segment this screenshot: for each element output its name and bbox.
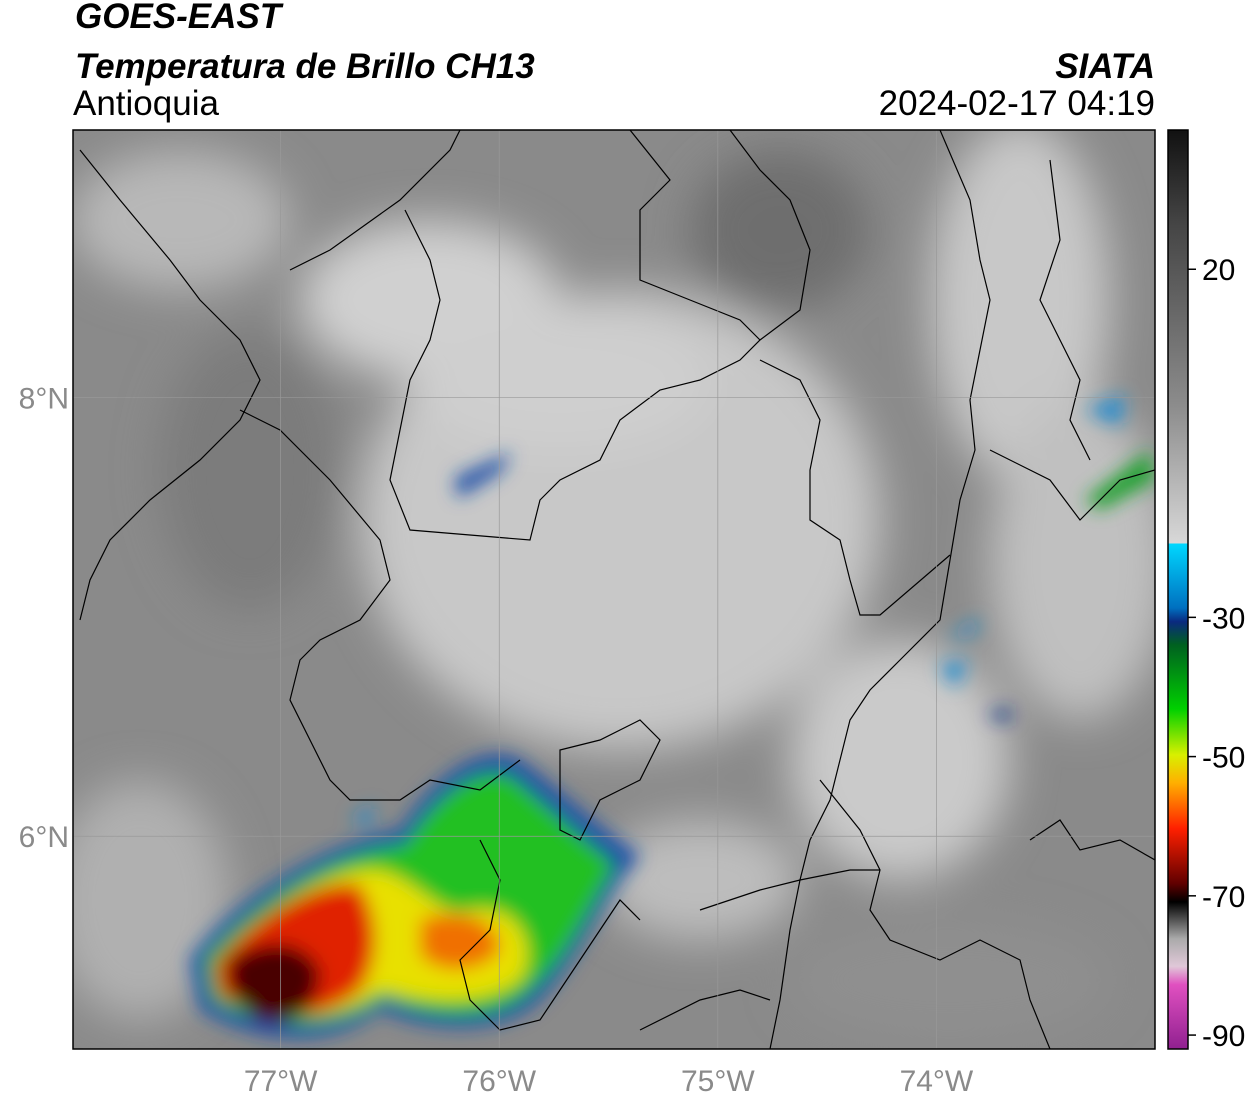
map-frame [72, 129, 1156, 1050]
colorbar-tick-label: -70 [1202, 881, 1245, 914]
subtitle: Temperatura de Brillo CH13 [75, 47, 535, 86]
x-tick-label: 77°W [244, 1065, 318, 1098]
map [73, 130, 1155, 1049]
borders [79, 130, 1155, 1049]
y-tick-label: 8°N [19, 383, 69, 416]
y-tick-label: 6°N [19, 821, 69, 854]
colorbar [1167, 129, 1189, 1050]
title: GOES-EAST [75, 0, 284, 36]
colorbar-tick-label: -50 [1202, 742, 1245, 775]
colorbar-tick-label: 20 [1202, 254, 1235, 287]
x-tick-label: 76°W [462, 1065, 536, 1098]
graticule [73, 130, 1155, 1049]
colorbar-tick-label: -30 [1202, 602, 1245, 635]
colorbar-tick-label: -90 [1202, 1020, 1245, 1053]
region: Antioquia [73, 84, 219, 123]
x-tick-label: 74°W [900, 1065, 974, 1098]
datetime: 2024-02-17 04:19 [879, 84, 1155, 123]
source: SIATA [1055, 47, 1155, 86]
x-tick-label: 75°W [681, 1065, 755, 1098]
